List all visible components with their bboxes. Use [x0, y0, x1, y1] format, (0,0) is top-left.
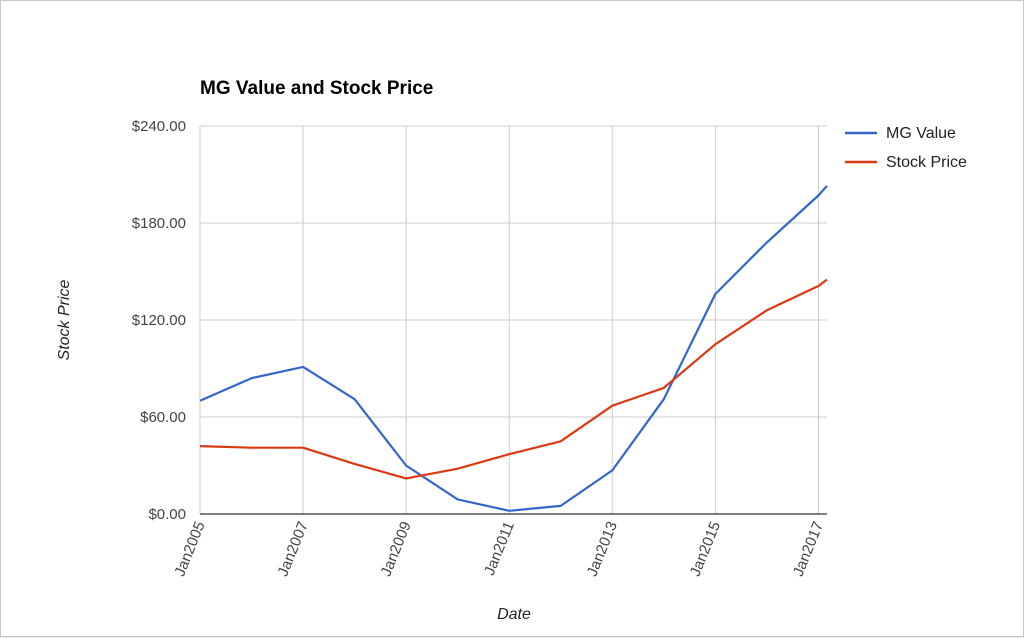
x-tick-label: Jan2007 [274, 519, 311, 579]
y-tick-label: $180.00 [132, 215, 186, 232]
legend-label: MG Value [886, 125, 956, 142]
x-tick-label: Jan2013 [584, 519, 621, 579]
legend: MG Value Stock Price [845, 125, 967, 171]
y-tick-label: $240.00 [132, 118, 186, 135]
x-axis-title: Date [497, 606, 531, 623]
x-tick-label: Jan2009 [378, 519, 415, 579]
series-line-mg-value [199, 185, 828, 512]
x-tick-label: Jan2011 [481, 519, 518, 578]
y-tick-label: $0.00 [148, 506, 186, 523]
series-lines [199, 185, 828, 512]
y-axis-title: Stock Price [56, 279, 73, 360]
grid-lines [199, 125, 827, 514]
x-tick-labels: Jan2005 Jan2007 Jan2009 Jan2011 Jan2013 Jan20… [171, 519, 827, 579]
y-tick-label: $120.00 [132, 312, 186, 329]
legend-label: Stock Price [886, 154, 967, 171]
x-tick-label: Jan2015 [687, 519, 724, 579]
y-tick-labels: $0.00 $60.00 $120.00 $180.00 $240.00 [132, 118, 186, 523]
y-tick-label: $60.00 [140, 409, 186, 426]
x-tick-label: Jan2005 [171, 519, 208, 579]
chart-title: MG Value and Stock Price [200, 78, 433, 99]
x-tick-label: Jan2017 [790, 519, 827, 579]
series-line-stock-price [199, 278, 828, 480]
